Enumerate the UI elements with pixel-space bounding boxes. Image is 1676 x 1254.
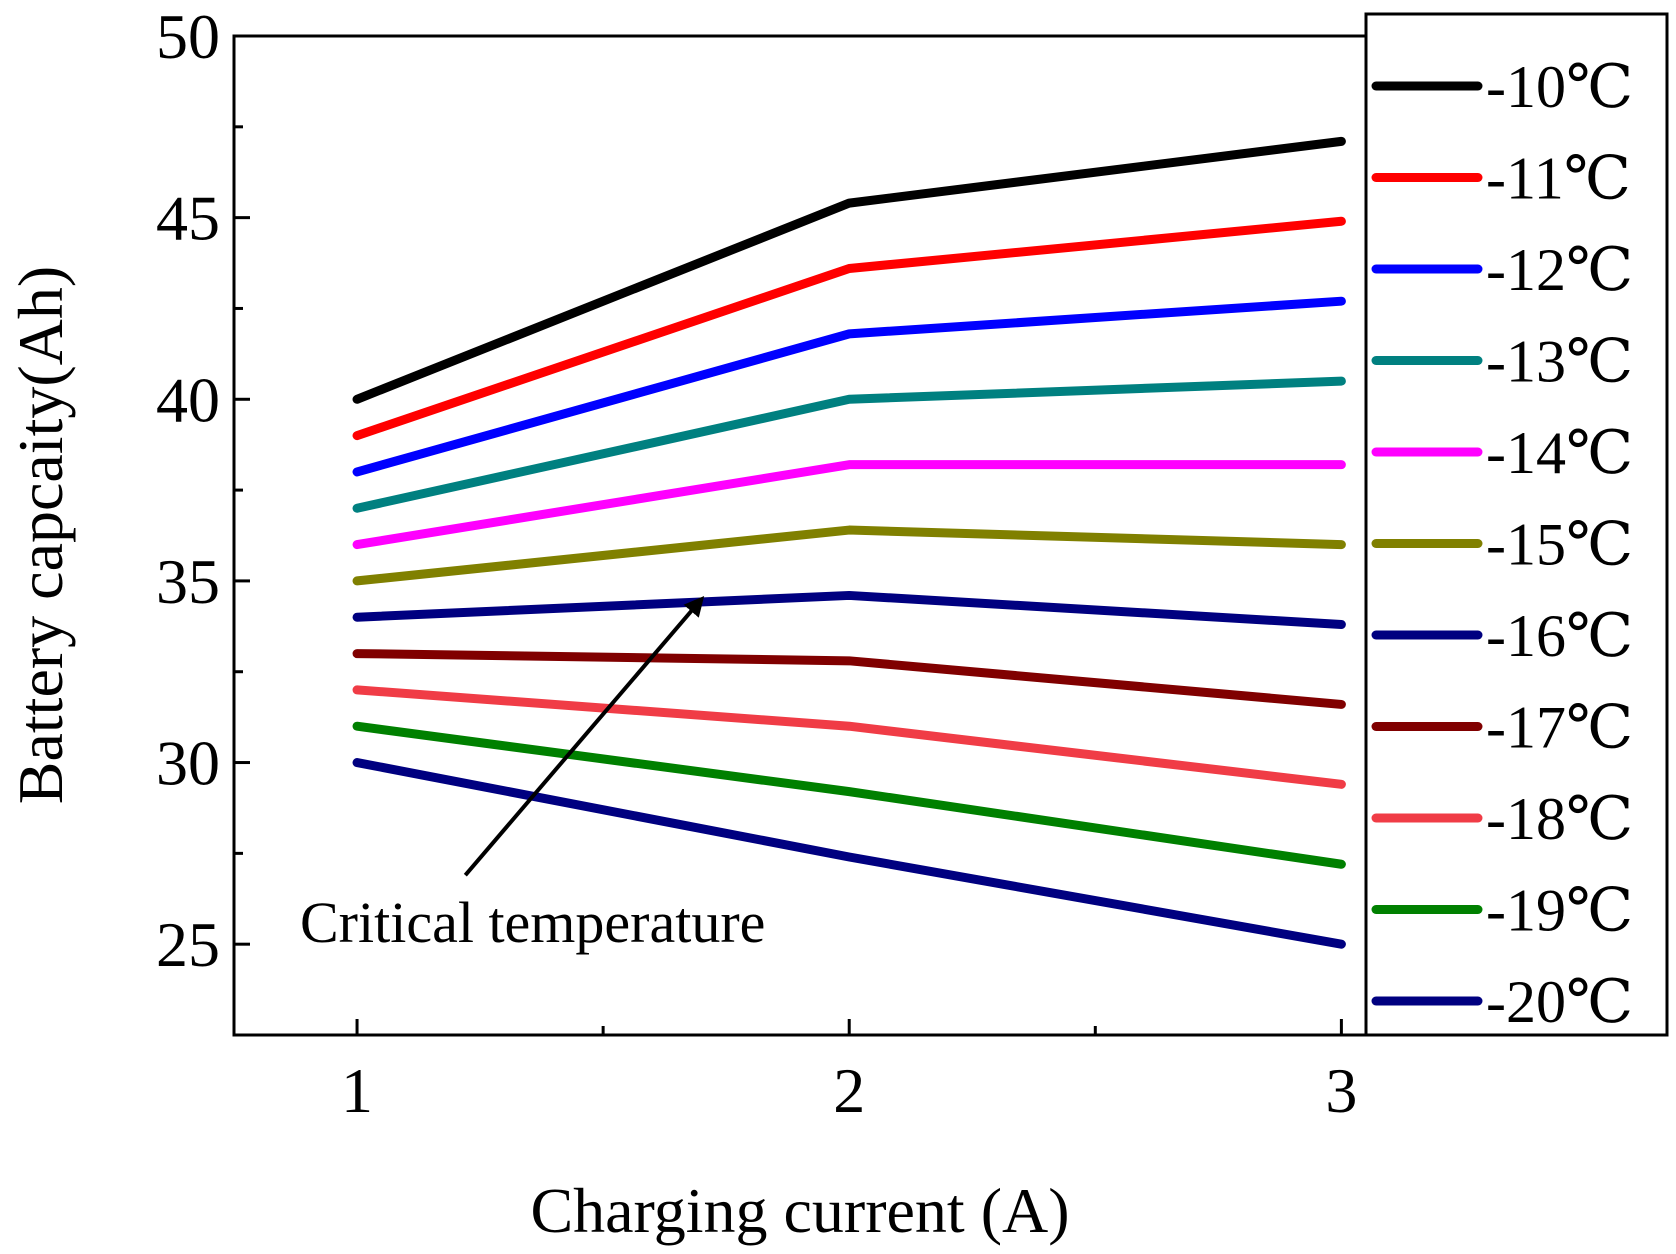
legend-label: -10℃ xyxy=(1486,54,1633,120)
series-line-9 xyxy=(352,685,1346,789)
y-tick-label: 25 xyxy=(156,909,220,980)
x-tick-label: 1 xyxy=(341,1055,373,1126)
x-axis-label: Charging current (A) xyxy=(530,1175,1069,1246)
series-line-8 xyxy=(352,649,1346,709)
x-tick-label: 3 xyxy=(1325,1055,1357,1126)
legend-box xyxy=(1364,12,1669,1037)
annotation-label: Critical temperature xyxy=(300,890,765,955)
legend-label: -18℃ xyxy=(1486,786,1633,852)
y-tick-label: 45 xyxy=(156,183,220,254)
legend-label: -20℃ xyxy=(1486,969,1633,1035)
annotation-layer: Critical temperature xyxy=(300,596,765,955)
legend-label: -15℃ xyxy=(1486,512,1633,578)
series-line-6 xyxy=(352,525,1346,586)
y-axis-label: Battery capcaity(Ah) xyxy=(5,266,76,804)
series-line-2 xyxy=(352,216,1346,441)
legend-label: -14℃ xyxy=(1486,420,1633,486)
y-tick-label: 50 xyxy=(156,1,220,72)
series-line-1 xyxy=(352,136,1346,404)
legend-label: -11℃ xyxy=(1486,146,1631,212)
series-line-10 xyxy=(352,721,1346,869)
series-line-7 xyxy=(352,590,1346,630)
ticks-layer: 25 30 35 40 45 50 1 2 3 xyxy=(156,1,1357,1126)
y-tick-label: 40 xyxy=(156,364,220,435)
annotation-arrow xyxy=(463,596,705,877)
legend-label: -17℃ xyxy=(1486,695,1633,761)
x-tick-label: 2 xyxy=(833,1055,865,1126)
series-line-3 xyxy=(352,296,1346,477)
legend-label: -19℃ xyxy=(1486,878,1633,944)
legend-label: -12℃ xyxy=(1486,237,1633,303)
legend-label: -16℃ xyxy=(1486,603,1633,669)
y-tick-label: 30 xyxy=(156,728,220,799)
series-line-11 xyxy=(352,758,1346,949)
legend: -10℃ -11℃ -12℃ -13℃ -14℃ -15℃ -16℃ -17℃ -18℃ -19℃… xyxy=(1371,54,1633,1035)
series-layer xyxy=(352,136,1346,949)
legend-label: -13℃ xyxy=(1486,329,1633,395)
series-line-5 xyxy=(352,460,1346,550)
series-line-4 xyxy=(352,376,1346,513)
y-tick-label: 35 xyxy=(156,546,220,617)
